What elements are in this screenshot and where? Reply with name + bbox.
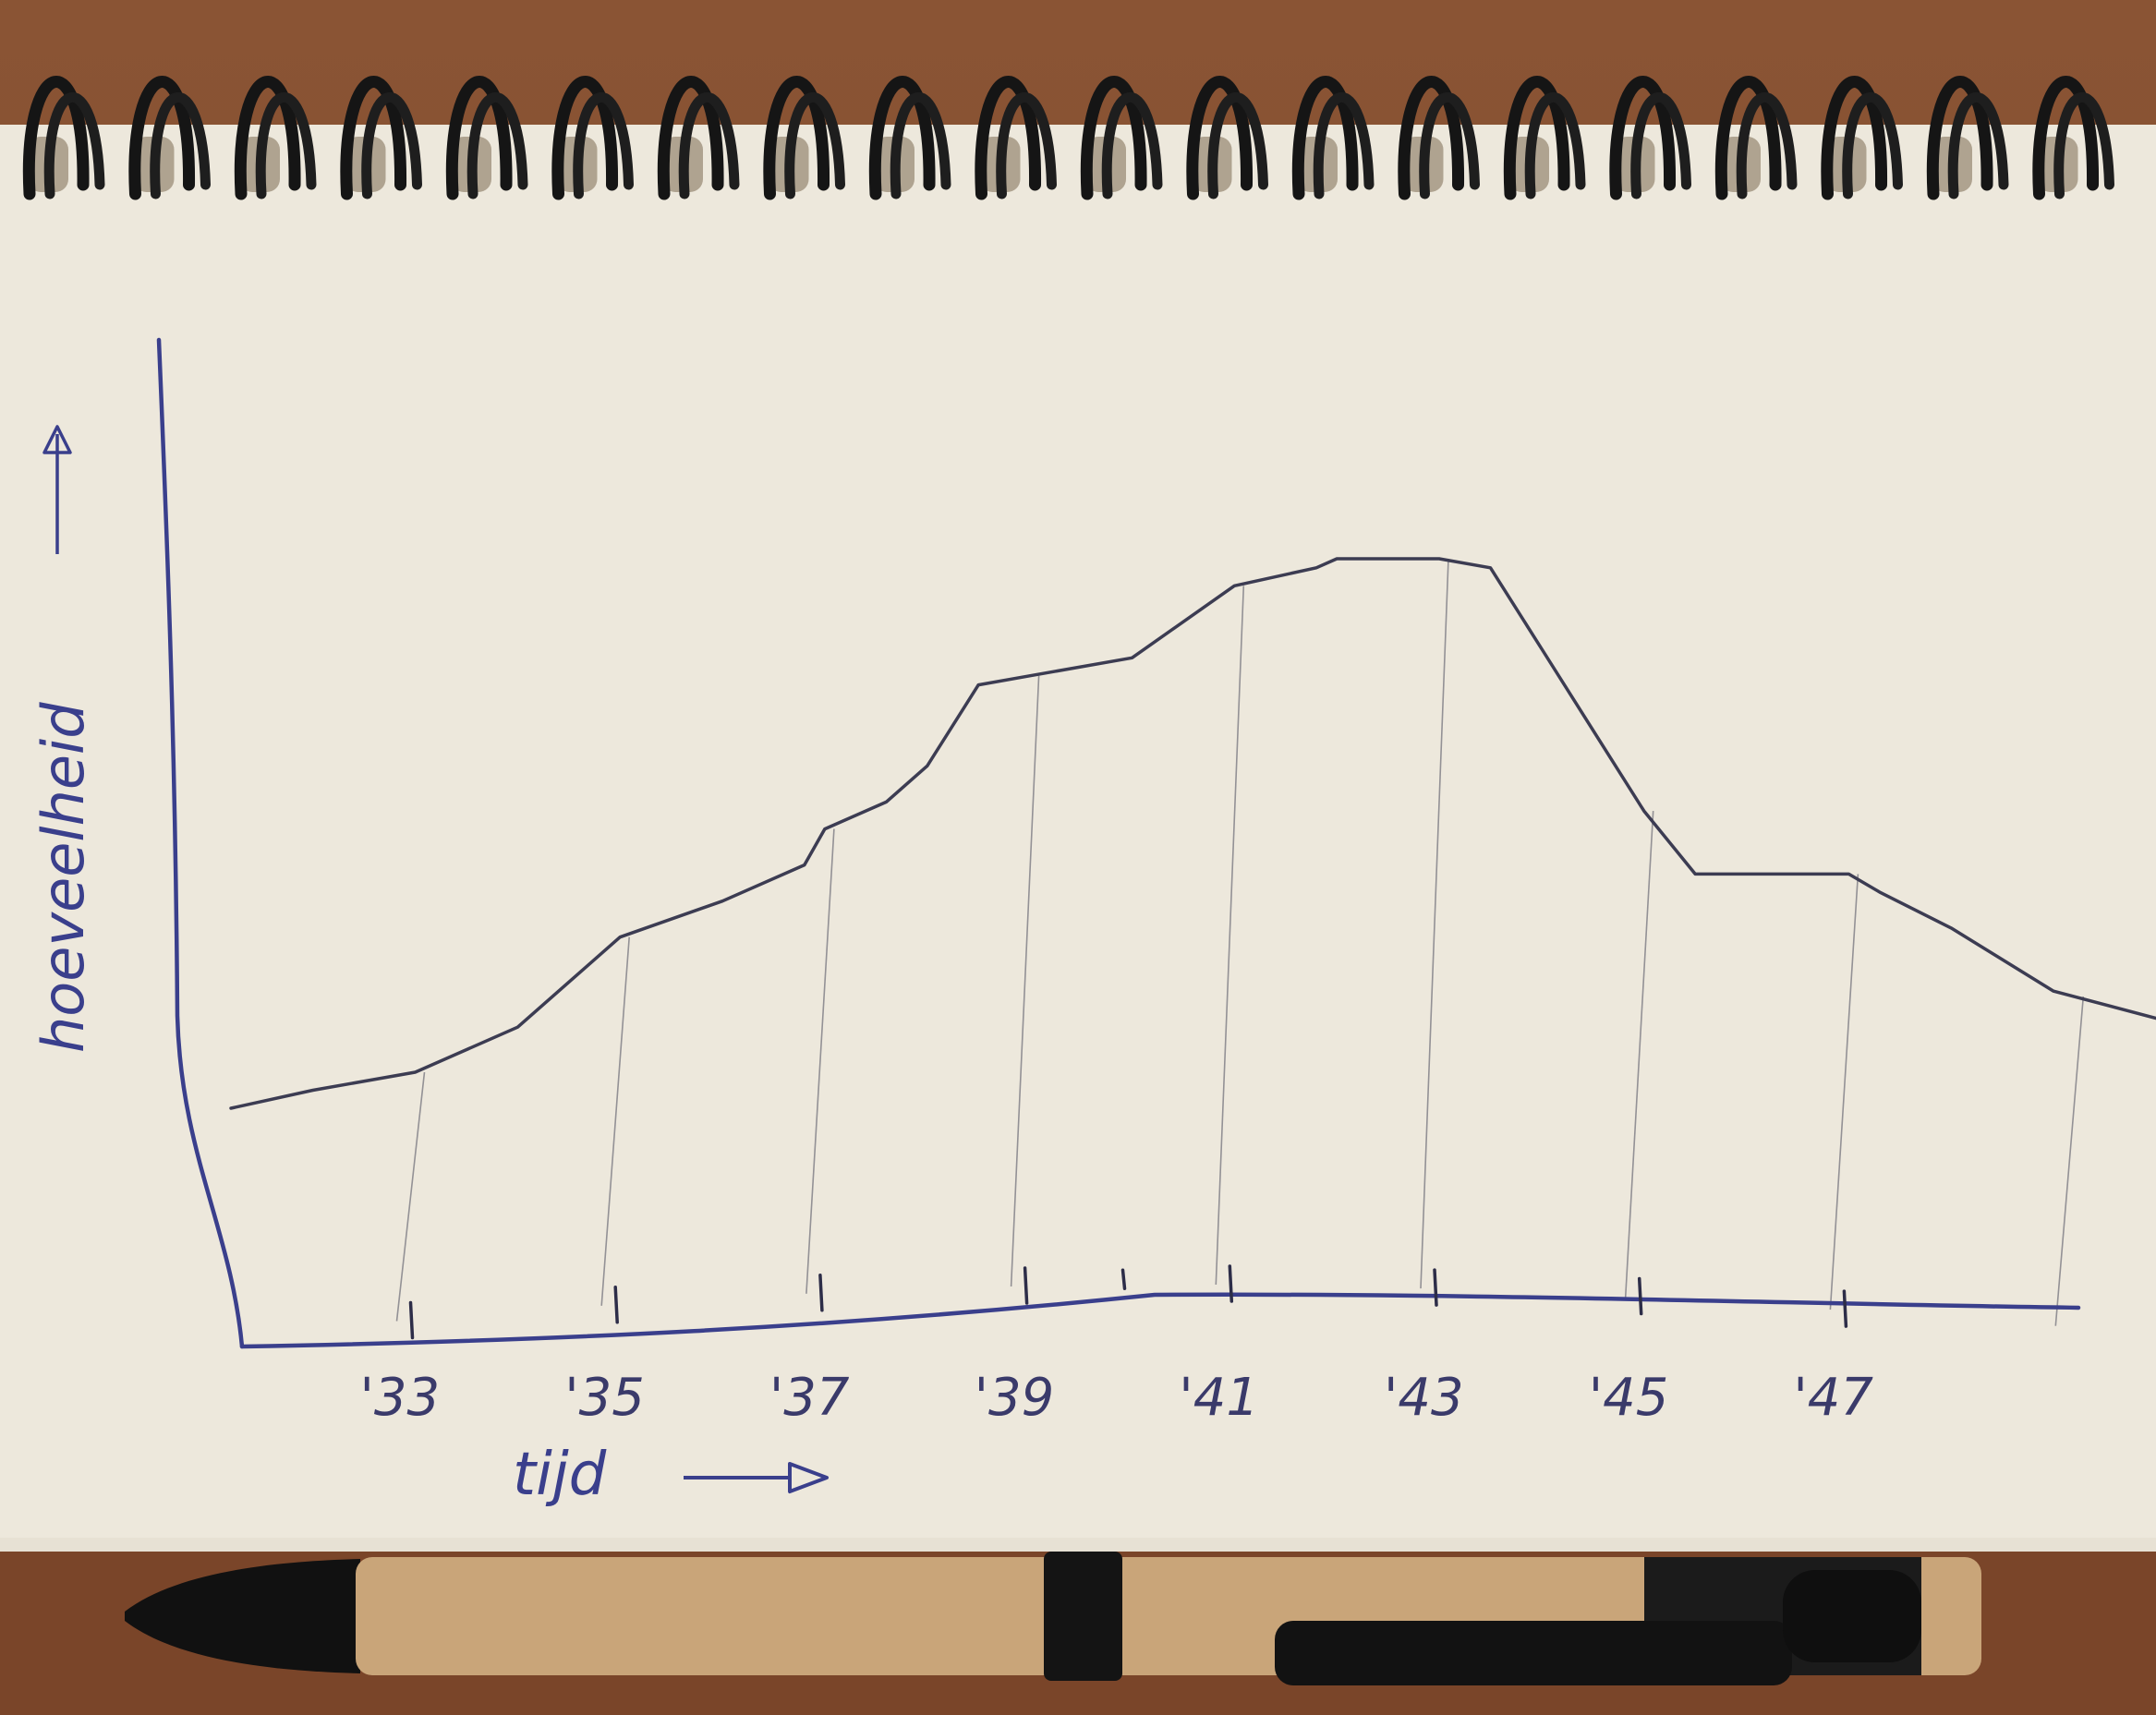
- x-tick-mark: [1842, 1289, 1848, 1328]
- pencil-guide-line: [2054, 996, 2085, 1326]
- x-tick-mark: [818, 1274, 824, 1312]
- y-axis-label: hoeveelheid: [30, 702, 97, 1053]
- spiral-coil: [445, 76, 528, 200]
- pencil-guide-line: [395, 1071, 426, 1322]
- spiral-coil: [1926, 76, 2009, 200]
- spiral-coil: [868, 76, 951, 200]
- pen-clip: [1275, 1621, 1792, 1685]
- x-tick-mark: [613, 1286, 619, 1324]
- pencil-guide-line: [1420, 558, 1449, 1289]
- spiral-coil: [657, 76, 740, 200]
- y-axis-arrow-icon: [42, 425, 72, 554]
- spiral-coil: [1714, 76, 1798, 200]
- pencil-guide-line: [805, 828, 835, 1294]
- x-tick-label: '35: [564, 1368, 645, 1428]
- spiral-coil: [2032, 76, 2114, 200]
- pencil-guide-line: [1215, 586, 1245, 1286]
- spiral-coil: [1821, 76, 1903, 200]
- spiral-coil: [975, 76, 1057, 200]
- spiral-coil: [1503, 76, 1586, 200]
- pencil-guide-line: [1624, 811, 1654, 1298]
- spiral-coil: [1609, 76, 1691, 200]
- x-axis-line: [239, 1292, 2081, 1349]
- pencil-guide-lines: [395, 558, 2085, 1326]
- y-axis-line: [156, 337, 245, 1349]
- spiral-coil: [1186, 76, 1268, 200]
- x-tick-label: '33: [360, 1368, 441, 1428]
- spiral-coil: [763, 76, 845, 200]
- spiral-coil: [340, 76, 422, 200]
- x-axis-arrow-icon: [684, 1462, 829, 1493]
- x-tick-label: '45: [1589, 1368, 1669, 1428]
- x-tick-label: '43: [1384, 1368, 1464, 1428]
- x-tick-mark: [408, 1300, 415, 1340]
- spiral-binding: [22, 76, 2114, 200]
- x-tick-mark: [1120, 1268, 1127, 1290]
- spiral-coil: [1080, 76, 1163, 200]
- x-tick-mark: [1023, 1266, 1029, 1305]
- pen-tip: [125, 1559, 360, 1673]
- x-axis-ticks: '33 '35 '37 '39 '41 '43 '45 '47: [360, 1264, 1873, 1428]
- spiral-coil: [1291, 76, 1375, 200]
- spiral-coil: [128, 76, 211, 200]
- paper-sheet: [0, 125, 2156, 1538]
- x-tick-label: '47: [1793, 1368, 1873, 1428]
- spiral-coil: [551, 76, 634, 200]
- spiral-coil: [22, 76, 105, 200]
- x-tick-mark: [1637, 1276, 1643, 1316]
- pencil-guide-line: [1829, 874, 1859, 1310]
- spiral-coil: [234, 76, 317, 200]
- pencil-guide-line: [1010, 675, 1040, 1287]
- x-tick-label: '37: [769, 1368, 850, 1428]
- pen-image: [0, 1552, 2156, 1715]
- x-tick-mark: [1228, 1264, 1234, 1303]
- spiral-coil: [1398, 76, 1480, 200]
- pen-grip-band: [1044, 1552, 1122, 1681]
- x-axis-label: tijd: [513, 1441, 607, 1509]
- data-series-line: [229, 557, 2156, 1110]
- x-tick-label: '41: [1179, 1368, 1259, 1428]
- pencil-guide-line: [600, 936, 630, 1306]
- x-tick-label: '39: [975, 1368, 1055, 1428]
- pen-end-cap: [1783, 1570, 1921, 1662]
- x-tick-mark: [1433, 1268, 1438, 1307]
